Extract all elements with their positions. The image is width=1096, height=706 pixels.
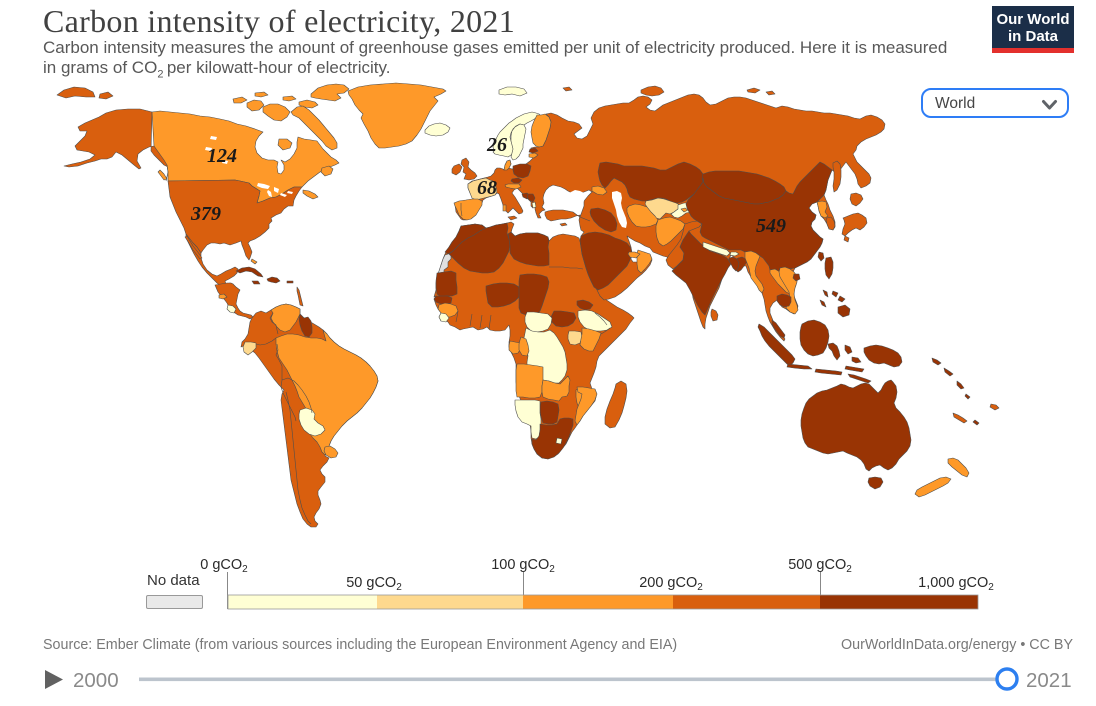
- svg-text:68: 68: [477, 177, 497, 199]
- svg-text:0 gCO2: 0 gCO2: [200, 557, 248, 575]
- svg-text:124: 124: [207, 145, 237, 167]
- svg-text:1,000 gCO2: 1,000 gCO2: [918, 575, 994, 593]
- svg-text:26: 26: [486, 134, 507, 156]
- svg-text:100 gCO2: 100 gCO2: [491, 557, 555, 575]
- svg-text:200 gCO2: 200 gCO2: [639, 575, 703, 593]
- svg-text:2021: 2021: [1026, 669, 1072, 692]
- svg-text:379: 379: [190, 203, 221, 225]
- svg-text:50 gCO2: 50 gCO2: [346, 575, 402, 593]
- svg-text:549: 549: [756, 215, 786, 237]
- svg-text:500 gCO2: 500 gCO2: [788, 557, 852, 575]
- svg-text:2000: 2000: [73, 669, 119, 692]
